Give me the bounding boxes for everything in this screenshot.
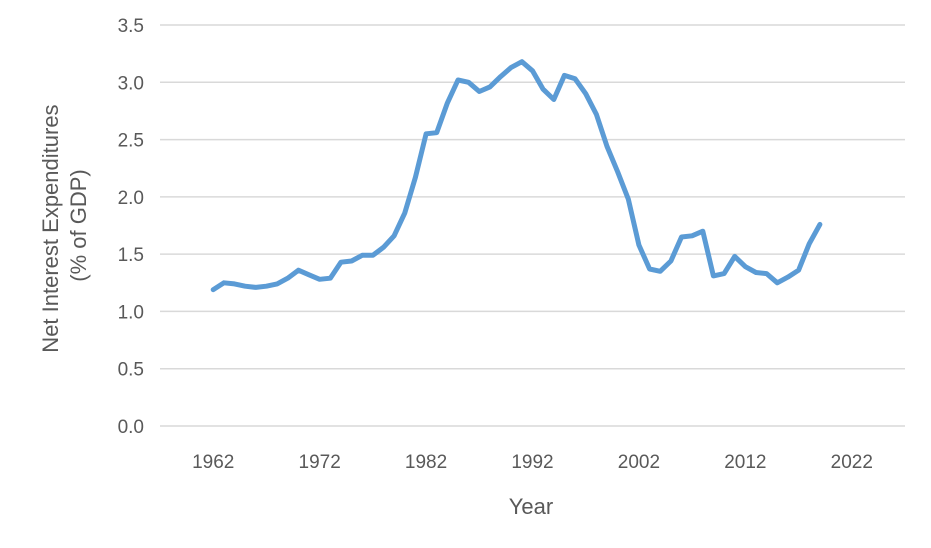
y-axis-title-line-2: (% of GDP) xyxy=(66,169,91,281)
x-tick-label: 2012 xyxy=(724,452,766,473)
gridlines xyxy=(160,24,905,370)
series-line-0 xyxy=(210,59,823,293)
y-tick-label: 2.0 xyxy=(118,188,144,209)
x-tick-label: 1982 xyxy=(405,452,447,473)
y-axis-tick-labels: 0.0 0.5 1.0 1.5 2.0 2.5 3.0 3.5 xyxy=(118,16,144,438)
x-tick-label: 2002 xyxy=(618,452,660,473)
y-axis-title-line-1: Net Interest Expenditures xyxy=(38,104,63,352)
y-tick-label: 3.0 xyxy=(118,73,144,94)
y-tick-label: 2.5 xyxy=(118,131,144,152)
x-tick-label: 2022 xyxy=(831,452,873,473)
y-tick-label: 1.5 xyxy=(118,245,144,266)
x-tick-label: 1992 xyxy=(511,452,553,473)
y-axis-title: Net Interest Expenditures (% of GDP) xyxy=(38,98,91,352)
x-tick-label: 1972 xyxy=(299,452,341,473)
y-tick-label: 3.5 xyxy=(118,16,144,37)
series-lines xyxy=(210,59,823,293)
y-tick-label: 0.0 xyxy=(118,417,144,438)
x-axis-title: Year xyxy=(509,494,553,519)
y-tick-label: 0.5 xyxy=(118,360,144,381)
x-axis-tick-labels: 1962 1972 1982 1992 2002 2012 2022 xyxy=(192,452,873,473)
y-tick-label: 1.0 xyxy=(118,302,144,323)
x-tick-label: 1962 xyxy=(192,452,234,473)
